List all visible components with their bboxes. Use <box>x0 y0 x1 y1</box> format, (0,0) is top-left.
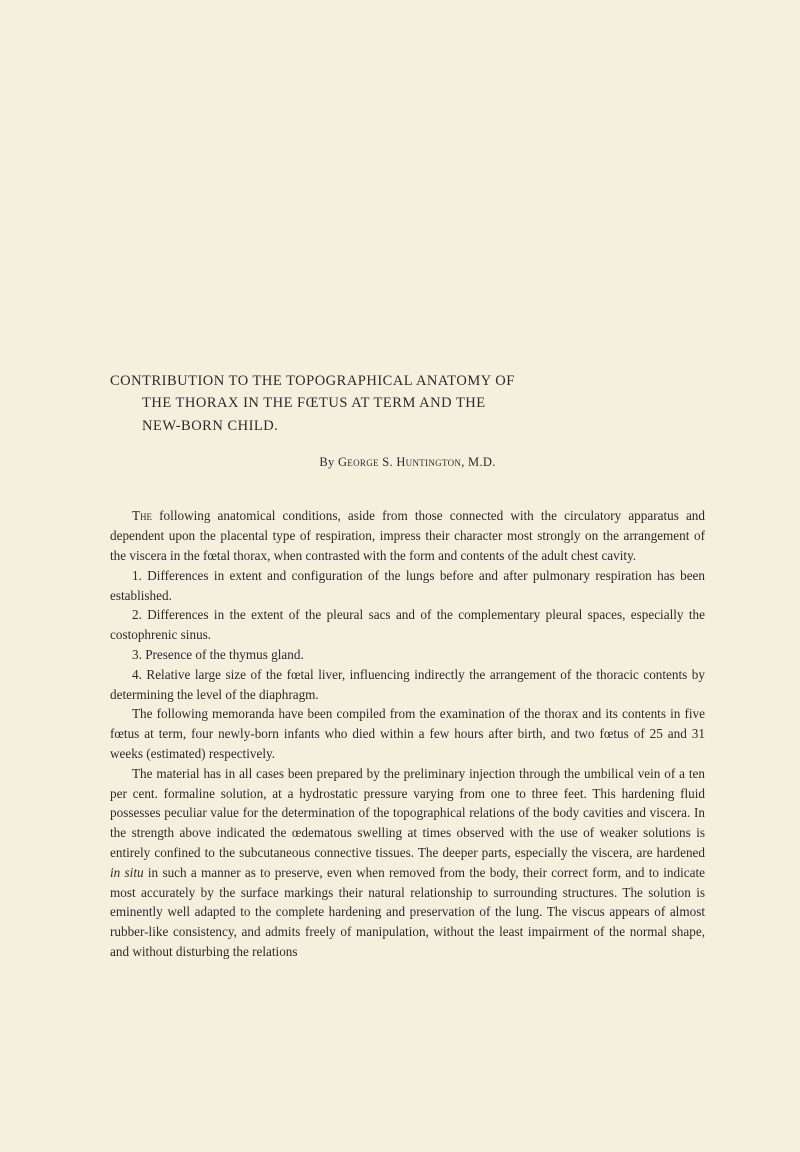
author-line: By George S. Huntington, M.D. <box>110 455 705 470</box>
title-line-3: NEW-BORN CHILD. <box>110 415 705 437</box>
numbered-item-4: 4. Relative large size of the fœtal live… <box>110 665 705 705</box>
paragraph-3: The material has in all cases been prepa… <box>110 764 705 962</box>
paragraph-2: The following memoranda have been compil… <box>110 704 705 763</box>
author-prefix: By <box>319 455 338 469</box>
title-line-1: CONTRIBUTION TO THE TOPOGRAPHICAL ANATOM… <box>110 370 705 392</box>
author-name: George S. Huntington <box>338 455 461 469</box>
title-block: CONTRIBUTION TO THE TOPOGRAPHICAL ANATOM… <box>110 370 705 437</box>
paragraph-1: The following anatomical conditions, asi… <box>110 506 705 565</box>
para1-lead: The <box>132 508 152 523</box>
author-suffix: , M.D. <box>461 455 495 469</box>
para3-italic: in situ <box>110 865 144 880</box>
numbered-item-3: 3. Presence of the thymus gland. <box>110 645 705 665</box>
numbered-item-1: 1. Differences in extent and configurati… <box>110 566 705 606</box>
numbered-item-2: 2. Differences in the extent of the pleu… <box>110 605 705 645</box>
title-line-2: THE THORAX IN THE FŒTUS AT TERM AND THE <box>110 392 705 414</box>
para3-b: in such a manner as to preserve, even wh… <box>110 865 705 959</box>
para3-a: The material has in all cases been prepa… <box>110 766 705 860</box>
para1-rest: following anatomical conditions, aside f… <box>110 508 705 563</box>
body-text: The following anatomical conditions, asi… <box>110 506 705 961</box>
